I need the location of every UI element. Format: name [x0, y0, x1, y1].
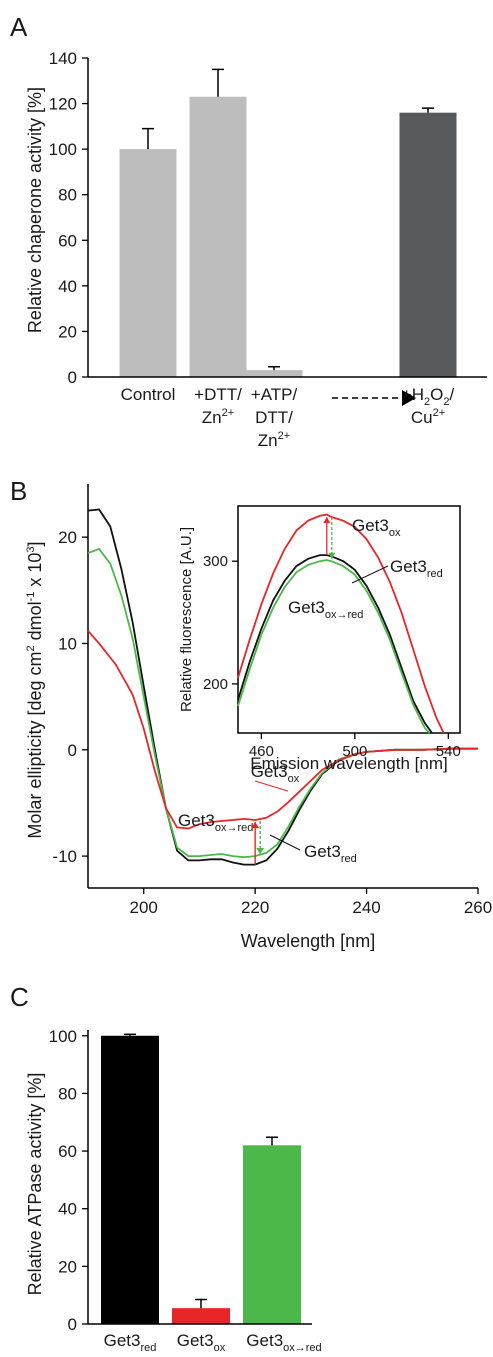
dashed-arrow [332, 390, 416, 406]
a-ytick-label: 140 [49, 49, 77, 68]
a-ytick-label: 20 [58, 322, 77, 341]
c-category-label: Get3ox→red [246, 1331, 321, 1354]
inset-arrow-green-head [328, 552, 336, 559]
a-ytick-label: 60 [58, 231, 77, 250]
a-ytick-label: 100 [49, 140, 77, 159]
b-xtick-label: 200 [130, 898, 158, 917]
b-ytick-label: 20 [58, 528, 77, 547]
a-bar-1 [189, 96, 247, 377]
b-xtick-label: 260 [464, 898, 492, 917]
c-error-bar-0 [124, 1033, 136, 1036]
c-bar-2 [243, 1145, 301, 1324]
inset-arrow-red-head [323, 517, 331, 524]
a-category-label: +ATP/ [251, 385, 298, 404]
c-category-label: Get3ox [177, 1331, 226, 1354]
c-bar-0 [101, 1035, 159, 1324]
b-arrow-red-head [251, 822, 260, 829]
panel-a-bars [119, 96, 457, 377]
b-leader-ox [254, 780, 289, 792]
a-category-label: +DTT/ [194, 385, 242, 404]
panel-c-error-bars [124, 1033, 278, 1309]
a-error-bar-0 [142, 127, 154, 150]
a-error-bar-3 [422, 107, 434, 113]
inset-frame [237, 505, 461, 734]
inset-label-get3oxred: Get3ox→red [288, 598, 363, 621]
panel-b-xlabel: Wavelength [nm] [241, 931, 375, 951]
c-ytick-label: 100 [49, 1027, 77, 1046]
panel-a-bar-chart: A Relative chaperone activity [%] 0 20 40 6… [10, 12, 487, 450]
a-category-label: Cu2+ [411, 407, 445, 427]
inset-series-line-0 [237, 513, 445, 734]
inset-ylabel: Relative fluorescence [A.U.] [178, 527, 195, 712]
b-series-line-0 [87, 630, 478, 830]
a-ytick-label: 120 [49, 95, 77, 114]
a-ytick-label: 80 [58, 186, 77, 205]
inset-xtick-label: 460 [249, 743, 274, 760]
panel-b-letter: B [10, 476, 27, 506]
panel-c-ylabel: Relative ATPase activity [%] [25, 1073, 45, 1296]
c-bar-1 [172, 1308, 230, 1324]
panel-c-category-labels: Get3red Get3ox Get3ox→red [104, 1331, 322, 1354]
panel-a-ylabel: Relative chaperone activity [%] [25, 87, 45, 333]
c-category-label: Get3red [104, 1331, 157, 1354]
panel-b-axes: -10 0 10 20 200 220 240 260 [52, 484, 492, 917]
inset-xlabel: Emission wavelength [nm] [250, 754, 447, 773]
c-ytick-label: 0 [68, 1315, 77, 1334]
panel-c-y-ticks: 0 20 40 60 80 100 [49, 1027, 88, 1334]
a-bar-2 [245, 370, 303, 377]
b-leader-red [269, 834, 301, 851]
b-xtick-label: 220 [241, 898, 269, 917]
inset-ytick-label: 300 [203, 553, 228, 570]
b-label-get3ox: Get3ox [251, 762, 300, 785]
a-category-label: Zn2+ [258, 430, 290, 450]
b-xtick-label: 240 [352, 898, 380, 917]
a-bar-3 [399, 112, 457, 377]
panel-c-bar-chart: C Relative ATPase activity [%] 0 20 40 60 80… [10, 982, 322, 1354]
panel-b-line-chart: B Molar ellipticity [deg cm2 dmol-1 x 10… [10, 476, 492, 951]
inset-leader-red [351, 565, 389, 584]
c-ytick-label: 60 [58, 1142, 77, 1161]
inset-series-line-2 [237, 559, 431, 734]
b-ytick-label: 0 [68, 741, 77, 760]
inset-label-get3red: Get3red [390, 557, 443, 580]
panel-a-error-bars [142, 68, 434, 371]
b-label-get3red: Get3red [304, 842, 357, 865]
a-category-label: DTT/ [255, 408, 293, 427]
a-category-label: Control [121, 385, 176, 404]
a-ytick-label: 0 [68, 368, 77, 387]
inset-label-get3ox: Get3ox [352, 516, 401, 539]
panel-c-bars [101, 1035, 301, 1324]
panel-b-series [87, 508, 478, 866]
inset-xtick-label: 500 [342, 743, 367, 760]
a-bar-0 [119, 149, 177, 377]
panel-a-y-ticks: 0 20 40 60 80 100 120 140 [49, 49, 88, 387]
panel-c-letter: C [10, 982, 29, 1012]
c-ytick-label: 20 [58, 1257, 77, 1276]
b-ytick-label: -10 [52, 847, 77, 866]
inset-ytick-label: 200 [203, 676, 228, 693]
a-ytick-label: 40 [58, 277, 77, 296]
panel-b-ylabel: Molar ellipticity [deg cm2 dmol-1 x 103] [25, 541, 45, 838]
b-arrow-green-head [256, 847, 265, 854]
c-ytick-label: 80 [58, 1084, 77, 1103]
c-error-bar-2 [266, 1136, 278, 1146]
a-error-bar-1 [212, 68, 224, 97]
panel-b-annotations: Get3ox Get3red Get3ox→red [178, 762, 357, 865]
inset-xtick-label: 540 [436, 743, 461, 760]
panel-a-letter: A [10, 12, 28, 42]
c-error-bar-1 [195, 1298, 207, 1309]
a-error-bar-2 [268, 365, 280, 371]
panel-a-category-labels: Control +DTT/Zn2++ATP/DTT/Zn2++H2O2/Cu2+ [121, 385, 455, 450]
b-ytick-label: 10 [58, 634, 77, 653]
b-label-get3oxred: Get3ox→red [178, 811, 253, 834]
c-ytick-label: 40 [58, 1200, 77, 1219]
a-category-label: Zn2+ [202, 407, 234, 427]
